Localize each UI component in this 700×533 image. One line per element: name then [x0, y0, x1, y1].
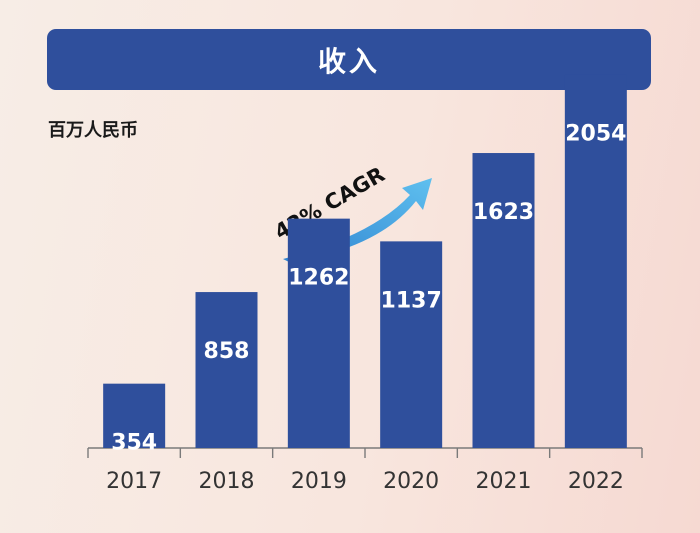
bar-value-label-2017: 354 [111, 431, 157, 456]
bar-value-label-2020: 1137 [381, 288, 442, 313]
x-tick-label-2021: 2021 [476, 469, 532, 494]
bar-2020 [380, 241, 443, 448]
bar-value-label-2022: 2054 [565, 122, 626, 147]
chart-title: 收入 [317, 44, 380, 78]
unit-label: 百万人民币 [48, 120, 138, 141]
bar-2021 [472, 153, 535, 448]
bar-2019 [287, 218, 350, 448]
growth-arrow-icon [283, 178, 432, 262]
x-tick-label-2017: 2017 [106, 469, 162, 494]
x-axis-ticks: 2017 2018 2019 2020 2021 2022 [87, 448, 643, 494]
bar-2018 [195, 292, 258, 448]
x-tick-label-2019: 2019 [291, 469, 347, 494]
title-banner: 收入 [47, 29, 651, 90]
bars: 354 858 1262 1137 1623 2054 [103, 74, 627, 456]
bar-value-label-2021: 1623 [473, 200, 534, 225]
x-tick-label-2018: 2018 [199, 469, 255, 494]
x-tick-label-2020: 2020 [383, 469, 439, 494]
x-tick-label-2022: 2022 [568, 469, 624, 494]
bar-value-label-2018: 858 [204, 339, 250, 364]
bar-2017 [103, 383, 166, 448]
bar-2022 [564, 74, 627, 448]
bar-value-label-2019: 1262 [288, 266, 349, 291]
